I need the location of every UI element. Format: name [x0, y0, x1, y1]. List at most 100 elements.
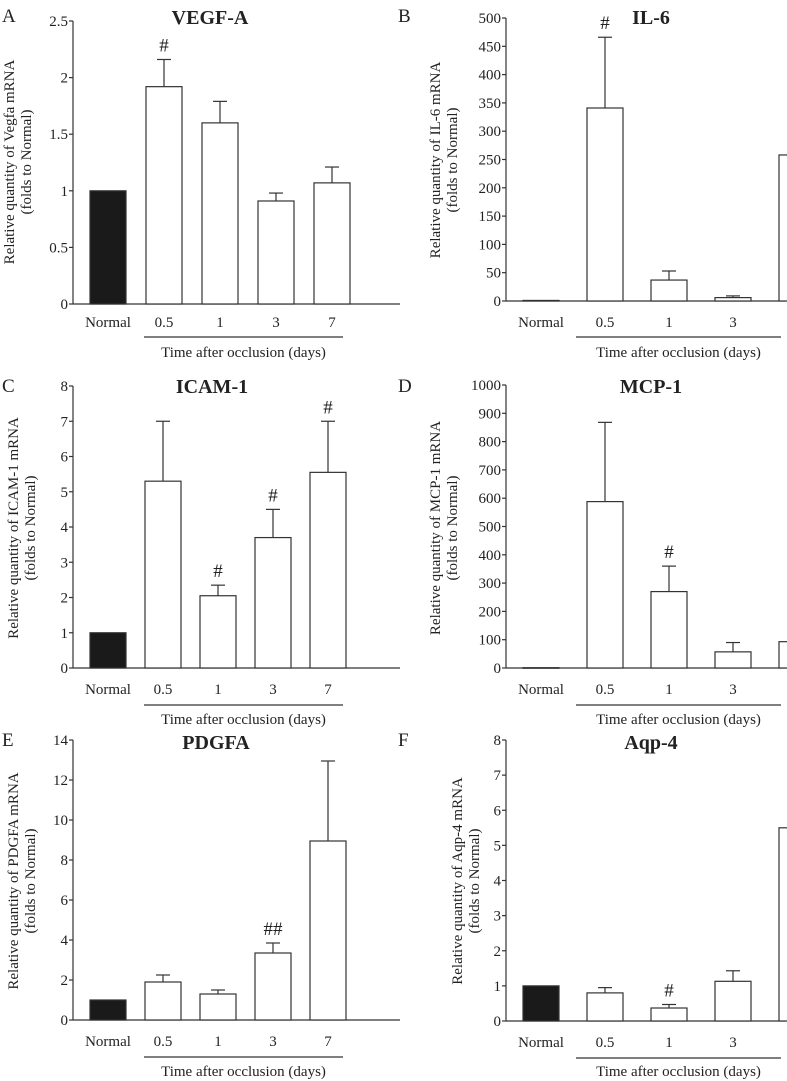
- y-axis-label: Relative quantity of IL-6 mRNA (folds to …: [428, 62, 461, 259]
- significance-mark: #: [664, 542, 674, 563]
- significance-mark: #: [213, 561, 223, 582]
- y-tick-label: 300: [479, 124, 502, 140]
- x-tick-label: 0.5: [596, 682, 615, 698]
- x-axis-label: Time after occlusion (days): [161, 712, 326, 728]
- bar-7: [313, 182, 351, 305]
- y-axis-label-line1: Relative quantity of PDGFA mRNA: [6, 772, 22, 989]
- y-axis-label-line2: (folds to Normal): [23, 829, 39, 934]
- x-tick-label: 3: [269, 1034, 277, 1050]
- bar-0-5: [144, 981, 182, 1021]
- y-tick-label: 1.5: [49, 127, 68, 143]
- bar-normal: [89, 190, 127, 305]
- y-tick-label: 5: [61, 485, 69, 501]
- y-tick-label: 50: [486, 266, 501, 282]
- x-tick-label: Normal: [518, 315, 564, 331]
- x-tick-label: 7: [324, 682, 332, 698]
- x-tick-label: 0.5: [596, 315, 615, 331]
- y-axis-label-line1: Relative quantity of Aqp-4 mRNA: [450, 777, 466, 985]
- x-tick-label: 3: [269, 682, 277, 698]
- bar-normal: [89, 632, 127, 669]
- bar-normal: [522, 667, 560, 669]
- y-axis-label: Relative quantity of MCP-1 mRNA (folds to…: [428, 421, 461, 635]
- panel-letter: B: [398, 6, 411, 27]
- y-tick-label: 1: [61, 184, 69, 200]
- significance-mark: ##: [264, 919, 284, 940]
- panel-a: A VEGF-A 0 0.5 1 1.5 2 2.5 Relative quantity of …: [2, 6, 400, 361]
- bar-7: [778, 641, 787, 669]
- bar-7: [778, 154, 787, 302]
- x-tick-label: Normal: [85, 1034, 131, 1050]
- y-tick-label: 8: [61, 379, 69, 395]
- bar-7: [778, 827, 787, 1022]
- x-tick-label: 1: [665, 315, 673, 331]
- x-axis-label: Time after occlusion (days): [596, 712, 761, 728]
- y-tick-label: 200: [479, 181, 502, 197]
- y-tick-label: 0: [61, 1013, 69, 1029]
- y-tick-label: 2.5: [49, 14, 68, 30]
- bar-7: [309, 840, 347, 1021]
- y-tick-label: 2: [61, 71, 69, 87]
- panel-letter: C: [2, 376, 15, 397]
- x-axis-label: Time after occlusion (days): [161, 345, 326, 361]
- y-tick-label: 5: [494, 838, 502, 854]
- bar-normal: [89, 999, 127, 1021]
- y-tick-label: 0: [494, 661, 502, 677]
- y-tick-label: 6: [61, 893, 69, 909]
- y-tick-label: 0: [61, 661, 69, 677]
- bar-normal: [522, 299, 560, 302]
- significance-mark: #: [600, 13, 610, 34]
- panel-letter: A: [2, 6, 16, 27]
- panel-e: E PDGFA 0 2 4 6 8 10 12 14 Relative quantity of PD…: [2, 730, 400, 1080]
- bar-1: [650, 590, 688, 669]
- y-tick-label: 0: [494, 1014, 502, 1030]
- y-tick-label: 200: [479, 604, 502, 620]
- y-axis-label: Relative quantity of Aqp-4 mRNA (folds to…: [450, 777, 483, 985]
- x-axis-label: Time after occlusion (days): [596, 1064, 761, 1080]
- x-tick-label: 1: [216, 315, 224, 331]
- y-tick-label: 2: [494, 944, 502, 960]
- x-tick-label: 7: [324, 1034, 332, 1050]
- y-tick-label: 8: [61, 853, 69, 869]
- panel-d: D MCP-1 0 100 200 300 400 500 600 700 800 900 1000 Re…: [398, 376, 787, 728]
- y-tick-label: 4: [494, 874, 502, 890]
- bar-3: [254, 536, 292, 669]
- y-tick-label: 600: [479, 491, 502, 507]
- bar-1: [650, 279, 688, 302]
- chart-title: MCP-1: [620, 376, 682, 398]
- y-axis-label-line2: (folds to Normal): [19, 110, 35, 215]
- y-axis-label-line1: Relative quantity of MCP-1 mRNA: [428, 421, 444, 635]
- y-tick-label: 800: [479, 435, 502, 451]
- y-axis-label: Relative quantity of ICAM-1 mRNA (folds t…: [6, 417, 39, 639]
- significance-mark: #: [268, 485, 278, 506]
- y-tick-label: 1000: [471, 378, 501, 394]
- y-tick-label: 250: [479, 153, 502, 169]
- y-tick-label: 500: [479, 520, 502, 536]
- bar-0-5: [586, 500, 624, 669]
- x-tick-label: 1: [214, 1034, 222, 1050]
- bar-3: [254, 952, 292, 1021]
- y-tick-label: 1: [61, 626, 69, 642]
- bar-3: [714, 980, 752, 1022]
- chart-title: IL-6: [632, 7, 670, 29]
- panel-f: F Aqp-4 0 1 2 3 4 5 6 7 8 Relative quantity of Aqp-…: [398, 730, 787, 1080]
- significance-mark: #: [323, 397, 333, 418]
- x-tick-label: 0.5: [154, 682, 173, 698]
- bar-0-5: [144, 480, 182, 669]
- bar-3: [257, 200, 295, 305]
- y-tick-label: 450: [479, 39, 502, 55]
- x-axis-label: Time after occlusion (days): [596, 345, 761, 361]
- y-tick-label: 500: [479, 11, 502, 27]
- bar-0-5: [145, 86, 183, 305]
- chart-title: ICAM-1: [176, 376, 248, 398]
- y-tick-label: 4: [61, 520, 69, 536]
- bar-0-5: [586, 107, 624, 302]
- x-tick-label: 1: [665, 682, 673, 698]
- panel-letter: D: [398, 376, 412, 397]
- y-tick-label: 2: [61, 591, 69, 607]
- bar-3: [714, 297, 752, 302]
- bar-1: [199, 993, 237, 1021]
- panel-c: C ICAM-1 0 1 2 3 4 5 6 7 8 Relative quantity of ICA…: [2, 376, 400, 728]
- bar-normal: [522, 985, 560, 1022]
- y-tick-label: 2: [61, 973, 69, 989]
